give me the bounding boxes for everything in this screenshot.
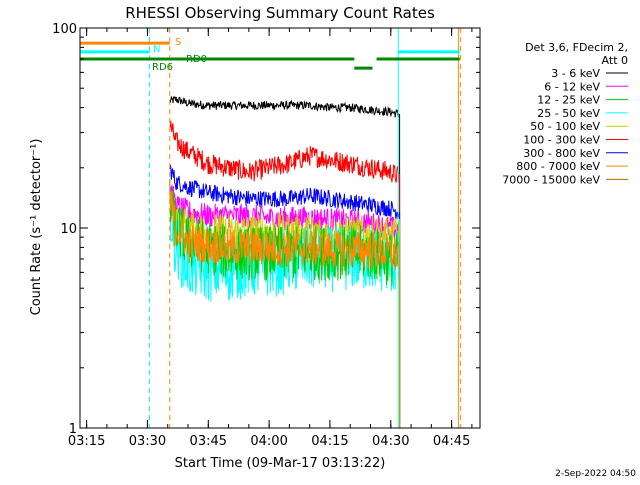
series-trace-1 (169, 184, 401, 428)
legend-label-2: 12 - 25 keV (537, 94, 600, 107)
legend-label-7: 800 - 7000 keV (516, 160, 600, 173)
x-tick-label: 04:00 (250, 434, 287, 449)
legend-label-5: 100 - 300 keV (523, 134, 600, 147)
legend-header-line-1: Det 3,6, FDecim 2, (525, 41, 628, 54)
annotation-label-s: S (175, 37, 181, 48)
annotation-label-n: N (153, 44, 160, 55)
annotation-label-rd0: RD0 (186, 54, 207, 65)
x-axis-label: Start Time (09-Mar-17 03:13:22) (175, 456, 386, 471)
chart-title: RHESSI Observing Summary Count Rates (125, 4, 435, 22)
series-trace-7 (169, 191, 401, 428)
legend-label-0: 3 - 6 keV (551, 67, 600, 80)
x-tick-label: 04:30 (372, 434, 409, 449)
footer-date: 2-Sep-2022 04:50 (555, 469, 636, 479)
legend-label-4: 50 - 100 keV (530, 120, 600, 133)
legend-label-8: 7000 - 15000 keV (502, 173, 600, 186)
legend-header-line-2: Att 0 (602, 54, 628, 67)
series-trace-5 (169, 120, 401, 428)
y-tick-label: 10 (60, 222, 77, 237)
x-tick-label: 04:15 (311, 434, 348, 449)
legend-label-6: 300 - 800 keV (523, 147, 600, 160)
x-tick-label: 03:15 (68, 434, 105, 449)
legend-label-1: 6 - 12 keV (544, 80, 600, 93)
x-tick-label: 03:45 (190, 434, 227, 449)
y-axis-label: Count Rate (s⁻¹ detector⁻¹) (29, 139, 44, 316)
legend-label-3: 25 - 50 keV (537, 107, 600, 120)
y-tick-label: 1 (69, 422, 77, 437)
y-tick-label: 100 (52, 22, 77, 37)
series-trace-0 (169, 96, 401, 428)
x-tick-label: 04:45 (433, 434, 470, 449)
series-trace-6 (169, 164, 401, 428)
annotation-label-rd6: RD6 (152, 62, 173, 73)
x-tick-label: 03:30 (129, 434, 166, 449)
